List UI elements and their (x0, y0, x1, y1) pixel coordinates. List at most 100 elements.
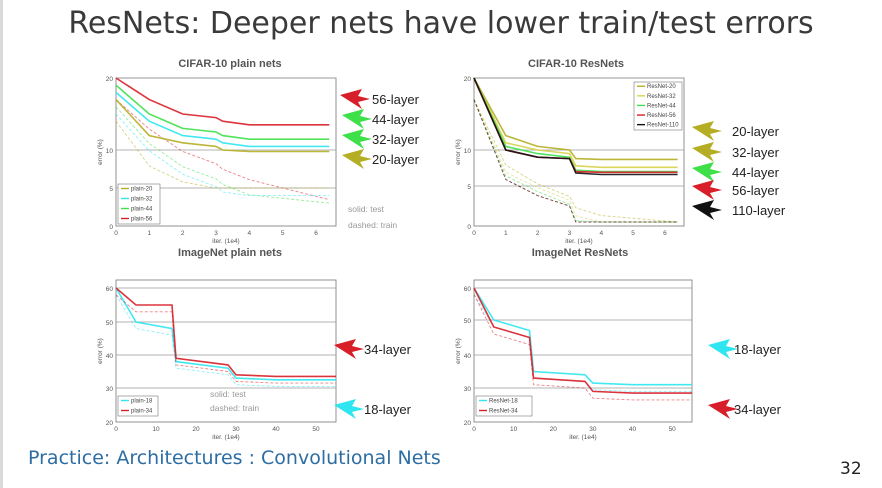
series-line-plain-34 (115, 287, 336, 378)
annotation-label: 110-layer (732, 203, 786, 218)
legend-box (117, 183, 161, 225)
series-line-plain-20 (115, 99, 330, 153)
series-line-ResNet-110 (473, 77, 678, 176)
series-line-ResNet-32 (473, 77, 678, 169)
series-line-ResNet-34 (473, 287, 692, 394)
x-tick-label: 40 (629, 426, 637, 433)
annotation-arrow (342, 129, 372, 149)
series-train-ResNet-18 (473, 294, 692, 392)
x-tick-label: 30 (589, 426, 597, 433)
annotation-label: 18-layer (364, 402, 412, 417)
legend-note: dashed: train (348, 220, 397, 230)
x-tick-label: 0 (472, 230, 476, 237)
y-tick-label: 20 (106, 420, 114, 427)
legend-entry: ResNet-18 (489, 399, 518, 405)
annotation-label: 44-layer (732, 165, 780, 180)
y-tick-label: 0 (467, 224, 471, 231)
series-train-plain-44 (115, 106, 330, 204)
y-tick-label: 50 (106, 320, 114, 327)
legend-entry: ResNet-110 (647, 123, 679, 129)
legend-entry: ResNet-44 (647, 103, 676, 109)
chart-title: CIFAR-10 ResNets (528, 58, 624, 70)
x-tick-label: 0 (114, 230, 118, 237)
x-tick-label: 2 (181, 230, 185, 237)
plot-frame (115, 279, 337, 423)
x-tick-label: 20 (550, 426, 558, 433)
chart-title: ImageNet ResNets (532, 247, 629, 259)
legend-entry: plain-20 (131, 187, 153, 193)
legend-entry: ResNet-34 (489, 409, 518, 415)
y-tick-label: 40 (464, 353, 472, 360)
series-line-plain-18 (115, 287, 336, 381)
x-axis-label: iter. (1e4) (569, 434, 596, 441)
legend-entry: plain-32 (131, 197, 153, 203)
annotation-label: 32-layer (732, 145, 780, 160)
legend-note: solid: test (348, 204, 385, 214)
legend-entry: plain-34 (131, 409, 153, 415)
legend-entry: ResNet-32 (647, 94, 676, 100)
y-tick-label: 50 (464, 318, 472, 325)
x-tick-label: 2 (536, 230, 540, 237)
legend-note: dashed: train (210, 403, 259, 413)
x-tick-label: 20 (192, 426, 200, 433)
series-train-ResNet-20 (473, 99, 678, 223)
series-train-plain-20 (115, 120, 330, 189)
annotation-arrow (342, 149, 372, 169)
x-tick-label: 1 (148, 230, 152, 237)
legend-entry: plain-56 (131, 217, 153, 223)
annotation-arrow (342, 109, 372, 129)
x-tick-label: 0 (114, 426, 118, 433)
annotation-label: 20-layer (732, 124, 780, 139)
legend-entry: ResNet-20 (647, 84, 676, 90)
chart-title: CIFAR-10 plain nets (178, 58, 281, 70)
series-line-ResNet-18 (473, 287, 692, 386)
series-train-plain-34 (115, 294, 336, 384)
series-train-plain-56 (115, 99, 330, 201)
x-tick-label: 4 (599, 230, 603, 237)
annotation-arrow (708, 339, 738, 359)
series-line-plain-56 (115, 77, 330, 126)
annotation-arrow (692, 121, 722, 141)
x-tick-label: 5 (281, 230, 285, 237)
x-tick-label: 10 (510, 426, 518, 433)
x-tick-label: 0 (472, 426, 476, 433)
x-tick-label: 50 (669, 426, 677, 433)
annotation-arrow (708, 399, 738, 419)
x-tick-label: 3 (568, 230, 572, 237)
legend-box (475, 395, 533, 417)
annotation-arrow (692, 200, 722, 220)
x-tick-label: 3 (214, 230, 218, 237)
legend-entry: plain-18 (131, 399, 153, 405)
annotation-label: 20-layer (372, 152, 420, 167)
series-train-ResNet-110 (473, 99, 678, 223)
annotation-arrow (692, 180, 722, 200)
x-tick-label: 6 (314, 230, 318, 237)
y-axis-label: error (%) (97, 338, 104, 364)
y-tick-label: 20 (464, 76, 472, 83)
legend-entry: ResNet-56 (647, 113, 676, 119)
y-axis-label: error (%) (455, 139, 462, 165)
annotation-arrow (334, 339, 364, 359)
y-tick-label: 5 (467, 184, 471, 191)
y-tick-label: 20 (106, 76, 114, 83)
annotation-label: 32-layer (372, 132, 420, 147)
annotation-arrow (692, 142, 722, 162)
x-tick-label: 10 (152, 426, 160, 433)
y-axis-label: error (%) (97, 139, 104, 165)
slide-title: ResNets: Deeper nets have lower train/te… (68, 6, 814, 41)
annotation-label: 34-layer (364, 342, 412, 357)
y-tick-label: 20 (464, 420, 472, 427)
series-line-ResNet-20 (473, 77, 678, 161)
footer-course-label: Practice: Architectures : Convolutional … (28, 447, 441, 469)
y-tick-label: 60 (464, 286, 472, 293)
annotation-label: 18-layer (734, 342, 782, 357)
x-tick-label: 4 (248, 230, 252, 237)
chart-title: ImageNet plain nets (178, 247, 282, 259)
x-axis-label: iter. (1e4) (212, 238, 239, 245)
series-line-plain-32 (115, 91, 330, 148)
series-train-plain-32 (115, 113, 330, 197)
y-tick-label: 30 (106, 386, 114, 393)
annotation-label: 34-layer (734, 402, 782, 417)
y-tick-label: 10 (464, 148, 472, 155)
